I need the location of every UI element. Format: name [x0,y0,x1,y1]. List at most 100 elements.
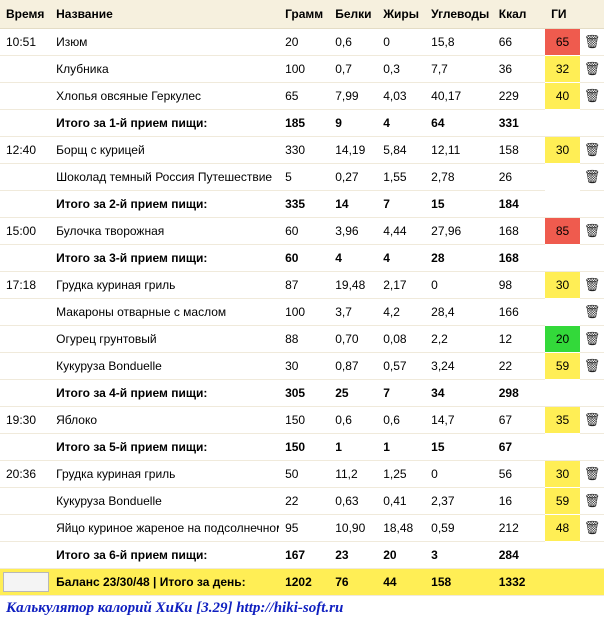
gi-value: 85 [545,218,580,245]
food-grams: 50 [279,461,329,488]
col-time[interactable]: Время [0,0,50,29]
food-row[interactable]: Кукуруза Bonduelle 22 0,63 0,41 2,37 16 … [0,488,604,515]
food-carb: 0,59 [425,515,493,542]
subtotal-protein: 1 [329,434,377,461]
delete-icon[interactable]: 🗑 [584,170,601,183]
food-row[interactable]: Кукуруза Bonduelle 30 0,87 0,57 3,24 22 … [0,353,604,380]
food-kcal: 56 [493,461,545,488]
col-protein[interactable]: Белки [329,0,377,29]
food-fat: 1,25 [377,461,425,488]
food-fat: 4,44 [377,218,425,245]
col-fat[interactable]: Жиры [377,0,425,29]
meal-subtotal: Итого за 2-й прием пищи: 335 14 7 15 184 [0,191,604,218]
col-gi[interactable]: ГИ [545,0,580,29]
col-name[interactable]: Название [50,0,279,29]
food-row[interactable]: 17:18 Грудка куриная гриль 87 19,48 2,17… [0,272,604,299]
delete-icon[interactable]: 🗑 [584,359,601,372]
food-carb: 7,7 [425,56,493,83]
subtotal-grams: 305 [279,380,329,407]
delete-icon[interactable]: 🗑 [584,305,601,318]
delete-icon[interactable]: 🗑 [584,413,601,426]
delete-icon[interactable]: 🗑 [584,467,601,480]
subtotal-label: Итого за 3-й прием пищи: [50,245,279,272]
food-kcal: 12 [493,326,545,353]
delete-icon[interactable]: 🗑 [584,62,601,75]
meal-time: 15:00 [0,218,50,245]
delete-cell: 🗑 [580,299,604,326]
food-carb: 27,96 [425,218,493,245]
food-name: Изюм [50,29,279,56]
gi-value: 30 [545,137,580,164]
subtotal-fat: 4 [377,110,425,137]
delete-icon[interactable]: 🗑 [584,521,601,534]
col-carb[interactable]: Углеводы [425,0,493,29]
food-carb: 0 [425,461,493,488]
delete-cell: 🗑 [580,326,604,353]
subtotal-kcal: 67 [493,434,545,461]
food-grams: 22 [279,488,329,515]
food-protein: 11,2 [329,461,377,488]
day-total-row: Баланс 23/30/48 | Итого за день: 1202 76… [0,569,604,596]
subtotal-grams: 150 [279,434,329,461]
food-kcal: 22 [493,353,545,380]
meal-subtotal: Итого за 6-й прием пищи: 167 23 20 3 284 [0,542,604,569]
delete-icon[interactable]: 🗑 [584,89,601,102]
food-row[interactable]: Яйцо куриное жареное на подсолнечном мас… [0,515,604,542]
delete-icon[interactable]: 🗑 [584,278,601,291]
food-kcal: 66 [493,29,545,56]
food-grams: 100 [279,56,329,83]
food-row[interactable]: Макароны отварные с маслом 100 3,7 4,2 2… [0,299,604,326]
food-row[interactable]: 12:40 Борщ с курицей 330 14,19 5,84 12,1… [0,137,604,164]
meal-time: 12:40 [0,137,50,164]
delete-icon[interactable]: 🗑 [584,494,601,507]
col-kcal[interactable]: Ккал [493,0,545,29]
food-grams: 87 [279,272,329,299]
food-row[interactable]: 19:30 Яблоко 150 0,6 0,6 14,7 67 35 🗑 [0,407,604,434]
food-carb: 28,4 [425,299,493,326]
food-row[interactable]: Огурец грунтовый 88 0,70 0,08 2,2 12 20 … [0,326,604,353]
subtotal-kcal: 284 [493,542,545,569]
gi-value: 32 [545,56,580,83]
food-fat: 1,55 [377,164,425,191]
food-name: Борщ с курицей [50,137,279,164]
food-carb: 2,2 [425,326,493,353]
food-grams: 88 [279,326,329,353]
food-name: Грудка куриная гриль [50,461,279,488]
meal-time [0,488,50,515]
col-grams[interactable]: Грамм [279,0,329,29]
food-name: Шоколад темный Россия Путешествие [50,164,279,191]
food-fat: 4,03 [377,83,425,110]
food-grams: 65 [279,83,329,110]
delete-cell: 🗑 [580,488,604,515]
subtotal-fat: 7 [377,191,425,218]
food-kcal: 229 [493,83,545,110]
delete-cell: 🗑 [580,407,604,434]
food-row[interactable]: Хлопья овсяные Геркулес 65 7,99 4,03 40,… [0,83,604,110]
food-kcal: 212 [493,515,545,542]
food-row[interactable]: 10:51 Изюм 20 0,6 0 15,8 66 65 🗑 [0,29,604,56]
food-row[interactable]: Клубника 100 0,7 0,3 7,7 36 32 🗑 [0,56,604,83]
food-protein: 3,7 [329,299,377,326]
delete-cell: 🗑 [580,353,604,380]
food-carb: 0 [425,272,493,299]
subtotal-protein: 9 [329,110,377,137]
food-diary-table: Время Название Грамм Белки Жиры Углеводы… [0,0,604,596]
gi-value [545,299,580,326]
subtotal-grams: 335 [279,191,329,218]
food-kcal: 98 [493,272,545,299]
food-row[interactable]: Шоколад темный Россия Путешествие 5 0,27… [0,164,604,191]
time-input[interactable] [3,572,49,592]
delete-cell: 🗑 [580,29,604,56]
delete-icon[interactable]: 🗑 [584,224,601,237]
food-row[interactable]: 15:00 Булочка творожная 60 3,96 4,44 27,… [0,218,604,245]
delete-icon[interactable]: 🗑 [584,143,601,156]
day-total-kcal: 1332 [493,569,545,596]
food-kcal: 166 [493,299,545,326]
col-delete [580,0,604,29]
subtotal-kcal: 168 [493,245,545,272]
delete-icon[interactable]: 🗑 [584,35,601,48]
delete-icon[interactable]: 🗑 [584,332,601,345]
food-grams: 330 [279,137,329,164]
food-row[interactable]: 20:36 Грудка куриная гриль 50 11,2 1,25 … [0,461,604,488]
gi-value [545,164,580,191]
